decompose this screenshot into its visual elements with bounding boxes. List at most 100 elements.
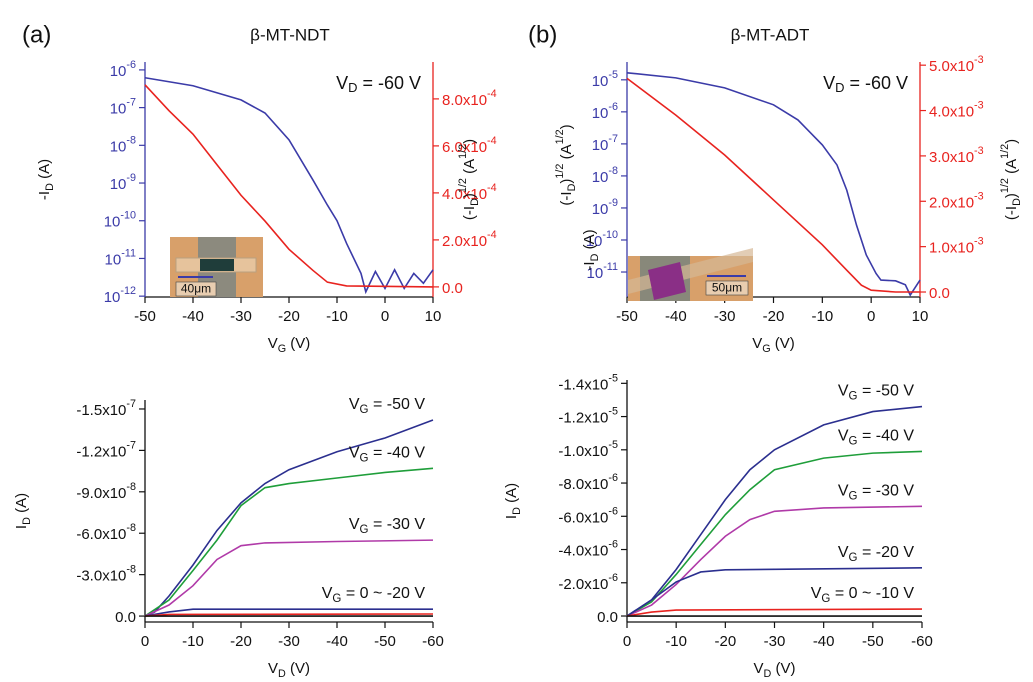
text-part: V bbox=[838, 544, 849, 561]
text-part: (A) bbox=[581, 229, 598, 253]
y-tick-label: -6.0x10-8 bbox=[76, 522, 136, 543]
x-tick-label: -10 bbox=[326, 308, 348, 325]
x-tick-label: -40 bbox=[326, 633, 348, 650]
text-part: 10 bbox=[104, 214, 121, 231]
text-part: = -40 V bbox=[858, 428, 915, 445]
text-part: V bbox=[754, 660, 764, 677]
text-part: -I bbox=[36, 191, 53, 200]
y-tick-label: -1.2x10-5 bbox=[558, 405, 618, 426]
text-part: D bbox=[348, 80, 357, 95]
x-tick-label: 10 bbox=[425, 308, 442, 325]
x-tick-label: -10 bbox=[811, 308, 833, 325]
y-tick-label: 10-7 bbox=[592, 133, 618, 154]
text-part: (-I bbox=[461, 206, 478, 220]
series-label: VG = -40 V bbox=[349, 445, 425, 465]
text-part: I bbox=[13, 525, 30, 529]
x-tick-label: 10 bbox=[912, 308, 929, 325]
text-part: -1.5x10 bbox=[76, 402, 126, 419]
data-line bbox=[144, 419, 434, 617]
text-part: V bbox=[823, 73, 835, 93]
text-part: D bbox=[764, 668, 772, 680]
text-part: 1.0x10 bbox=[929, 240, 974, 257]
text-part: (V) bbox=[286, 660, 310, 677]
x-tick-label: -10 bbox=[665, 633, 687, 650]
text-part: -8 bbox=[126, 134, 136, 146]
text-part: 10 bbox=[110, 176, 127, 193]
text-part: -6 bbox=[608, 472, 618, 484]
y-axis-label: (-ID)1/2 (A1/2) bbox=[554, 124, 578, 205]
text-part: 10 bbox=[587, 265, 604, 282]
text-part: (V) bbox=[286, 335, 310, 352]
x-tick-label: -40 bbox=[182, 308, 204, 325]
y-axis-label: ID (A) bbox=[503, 483, 523, 519]
text-part: -8.0x10 bbox=[558, 476, 608, 493]
text-part: 4.0x10 bbox=[929, 104, 974, 121]
data-line bbox=[144, 467, 434, 617]
y-tick-label: -1.2x10-7 bbox=[76, 439, 136, 460]
text-part: ) bbox=[558, 179, 575, 184]
text-part: G bbox=[849, 436, 858, 448]
panel-label: (a) bbox=[22, 21, 51, 48]
text-part: V bbox=[336, 73, 348, 93]
y-tick-label: 10-11 bbox=[587, 261, 619, 282]
text-part: = -30 V bbox=[369, 516, 426, 533]
text-part: V bbox=[811, 585, 822, 602]
x-tick-label: 0 bbox=[623, 633, 631, 650]
text-part: -8 bbox=[126, 564, 136, 576]
text-part: -8 bbox=[608, 165, 618, 177]
x-tick-label: -20 bbox=[278, 308, 300, 325]
text-part: = -20 V bbox=[858, 544, 915, 561]
y2-tick-label: 6.0x10-4 bbox=[442, 135, 497, 156]
text-part: 2.0x10 bbox=[442, 233, 487, 250]
annotation: VD = -60 V bbox=[336, 73, 421, 96]
text-part: -5 bbox=[608, 372, 618, 384]
text-part: 10 bbox=[592, 201, 609, 218]
data-line bbox=[626, 567, 923, 617]
annotation: VD = -60 V bbox=[823, 73, 908, 96]
series-label: VG = -50 V bbox=[838, 383, 914, 403]
text-part: ) bbox=[461, 193, 478, 198]
text-part: V bbox=[322, 585, 333, 602]
text-part: (A bbox=[558, 144, 575, 163]
data-line bbox=[626, 505, 923, 617]
text-part: -10 bbox=[602, 229, 618, 241]
x-tick-label: -20 bbox=[230, 633, 252, 650]
x-tick-label: -50 bbox=[134, 308, 156, 325]
text-part: G bbox=[360, 452, 369, 464]
y-tick-label: 0.0 bbox=[115, 609, 136, 626]
text-part: ) bbox=[461, 139, 478, 144]
text-part: V bbox=[268, 335, 278, 352]
x-axis-label: VG (V) bbox=[268, 335, 311, 355]
x-tick-label: -60 bbox=[911, 633, 933, 650]
text-part: (-I bbox=[1003, 206, 1020, 220]
text-part: -3 bbox=[974, 99, 984, 111]
x-tick-label: 0 bbox=[867, 308, 875, 325]
y-tick-label: 10-7 bbox=[110, 96, 136, 117]
y-tick-label: -9.0x10-8 bbox=[76, 481, 136, 502]
series-label: VG = -20 V bbox=[838, 544, 914, 564]
data-line bbox=[626, 77, 920, 293]
data-line bbox=[144, 608, 433, 617]
y-tick-label: -6.0x10-6 bbox=[558, 505, 618, 526]
text-part: 1/2 bbox=[999, 178, 1011, 193]
x-tick-label: 0 bbox=[141, 633, 149, 650]
text-part: 6.0x10 bbox=[442, 139, 487, 156]
y2-tick-label: 5.0x10-3 bbox=[929, 54, 984, 75]
text-part: = -50 V bbox=[858, 383, 915, 400]
text-part: V bbox=[838, 383, 849, 400]
text-part: ) bbox=[1003, 139, 1020, 144]
y2-tick-label: 1.0x10-3 bbox=[929, 236, 984, 257]
text-part: D bbox=[566, 183, 578, 191]
y2-tick-label: 4.0x10-4 bbox=[442, 182, 497, 203]
text-part: 8.0x10 bbox=[442, 92, 487, 109]
text-part: -3.0x10 bbox=[76, 568, 126, 585]
text-part: D bbox=[21, 517, 33, 525]
text-part: -6 bbox=[608, 538, 618, 550]
text-part: G bbox=[849, 552, 858, 564]
y-axis-label: -ID (A) bbox=[36, 159, 56, 200]
text-part: -7 bbox=[608, 133, 618, 145]
data-line bbox=[626, 608, 923, 617]
text-part: = -50 V bbox=[369, 396, 426, 413]
text-part: -3 bbox=[974, 54, 984, 66]
text-part: V bbox=[752, 335, 762, 352]
